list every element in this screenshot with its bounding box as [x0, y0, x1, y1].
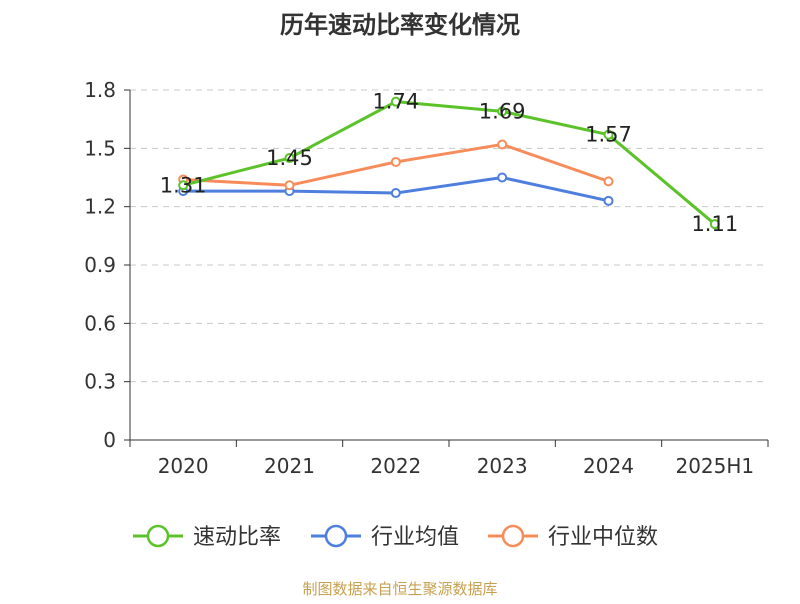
x-tick-label: 2021: [264, 454, 315, 478]
data-point: [284, 153, 295, 164]
data-point: [709, 219, 720, 230]
y-tick-label: 0.3: [84, 370, 116, 394]
data-point: [178, 180, 189, 191]
data-point: [390, 96, 401, 107]
chart-title: 历年速动比率变化情况: [280, 11, 520, 39]
data-point: [497, 106, 508, 117]
data-point: [497, 172, 508, 183]
data-point: [603, 176, 614, 187]
data-point: [284, 180, 295, 191]
data-label: 1.11: [691, 212, 738, 236]
legend: 速动比率 行业均值 行业中位数: [133, 524, 658, 550]
legend-label: 速动比率: [193, 525, 281, 550]
data-point: [603, 129, 614, 140]
data-label: 1.45: [266, 146, 313, 170]
data-label: 1.31: [160, 173, 207, 197]
source-note: 制图数据来自恒生聚源数据库: [302, 580, 497, 598]
x-tick-label: 2025H1: [675, 454, 754, 478]
data-point: [390, 156, 401, 167]
y-tick-label: 1.5: [84, 136, 116, 160]
legend-circle-marker: [324, 524, 348, 548]
data-label: 1.69: [479, 99, 526, 123]
series-lines: [178, 96, 720, 230]
data-point: [390, 188, 401, 199]
y-tick-label: 0.6: [84, 311, 116, 335]
y-tick-label: 0.9: [84, 253, 116, 277]
data-point: [603, 195, 614, 206]
axes: 0 0.3 0.6 0.9 1.2 1.5 1.8 2020 2021 2022 2023 2024 2…: [84, 78, 769, 478]
legend-label: 行业均值: [371, 525, 459, 550]
y-tick-label: 0: [103, 428, 116, 452]
legend-circle-marker: [146, 524, 170, 548]
x-tick-label: 2020: [158, 454, 209, 478]
series-line: [182, 100, 716, 226]
x-tick-label: 2024: [583, 454, 634, 478]
data-point: [497, 139, 508, 150]
x-tick-label: 2022: [370, 454, 421, 478]
y-tick-label: 1.8: [84, 78, 116, 102]
y-tick-label: 1.2: [84, 195, 116, 219]
data-label: 1.57: [585, 123, 632, 147]
legend-label: 行业中位数: [548, 525, 658, 550]
data-label: 1.74: [372, 90, 419, 114]
data-labels: 1.31 1.45 1.74 1.69 1.57 1.11: [160, 90, 738, 237]
x-tick-label: 2023: [477, 454, 528, 478]
grid-lines: [130, 89, 768, 383]
legend-circle-marker: [501, 524, 525, 548]
